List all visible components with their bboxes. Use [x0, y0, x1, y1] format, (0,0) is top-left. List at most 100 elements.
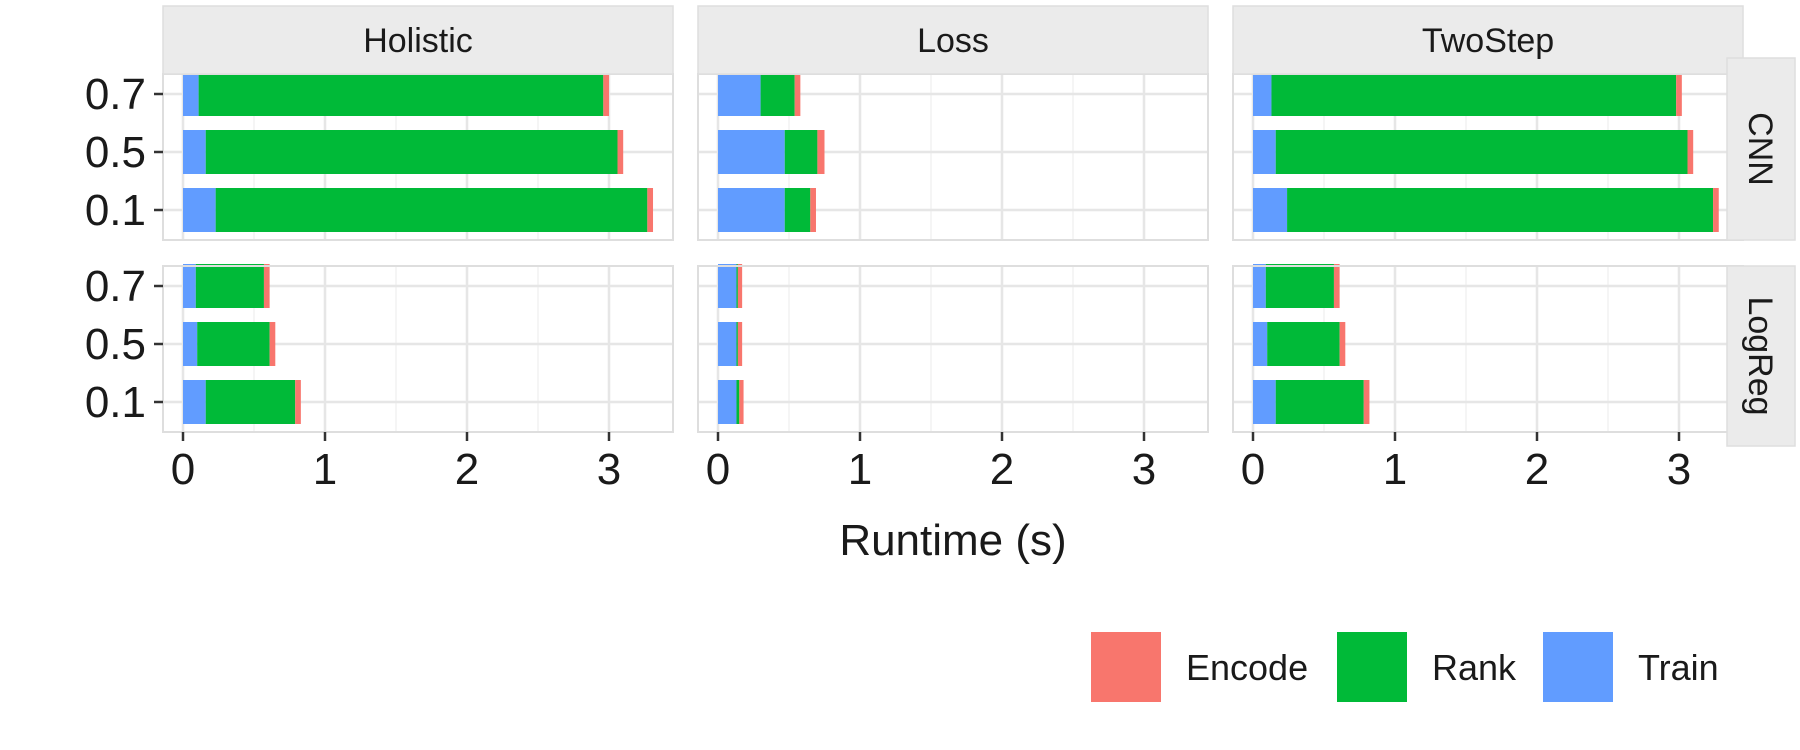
bar-segment-train: [183, 322, 198, 366]
bar-segment-train: [183, 264, 196, 308]
panel-loss-logreg: [697, 264, 1209, 433]
legend-key-rank: [1337, 632, 1407, 702]
panel-twostep-cnn: [1232, 72, 1744, 241]
bar-segment-rank: [1287, 188, 1714, 232]
panel-border: [162, 265, 674, 433]
bar-segment-encode: [1687, 130, 1694, 174]
bar-segment-encode: [817, 130, 825, 174]
panel-twostep-logreg: [1232, 264, 1744, 433]
strip-col-bg: [697, 5, 1209, 75]
bar-segment-rank: [197, 322, 270, 366]
bar-segment-rank: [215, 188, 648, 232]
bar-segment-rank: [784, 188, 811, 232]
legend-key-train: [1543, 632, 1613, 702]
x-tick-label: 2: [990, 445, 1014, 494]
strip-label-holistic: Holistic: [363, 22, 473, 60]
bar-segment-rank: [736, 322, 738, 366]
bar-segment-rank: [205, 380, 296, 424]
bar-segment-train: [183, 72, 199, 116]
x-tick-label: 2: [455, 445, 479, 494]
bar-segment-encode: [1713, 188, 1719, 232]
bar-segment-train: [718, 130, 785, 174]
x-tick-label: 0: [1241, 445, 1265, 494]
bar-segment-encode: [295, 380, 301, 424]
bar-segment-rank: [1265, 264, 1334, 308]
bar-segment-train: [1253, 322, 1268, 366]
y-tick-label: 0.7: [85, 262, 146, 311]
bar-segment-encode: [739, 380, 744, 424]
bar-segment-rank: [1275, 130, 1688, 174]
bar-segment-encode: [737, 322, 743, 366]
bar-segment-train: [1253, 72, 1272, 116]
legend-label-encode: Encode: [1186, 647, 1308, 688]
strip-label-loss: Loss: [917, 22, 989, 60]
bar-segment-train: [1253, 380, 1276, 424]
bar-segment-train: [1253, 130, 1276, 174]
bar-segment-encode: [1676, 72, 1682, 116]
bar-segment-rank: [736, 264, 738, 308]
bar-segment-train: [183, 380, 206, 424]
y-tick-label: 0.5: [85, 320, 146, 369]
panel-loss-cnn: [697, 72, 1209, 241]
strip-label-twostep: TwoStep: [1422, 22, 1554, 60]
legend-label-rank: Rank: [1432, 647, 1517, 688]
bar-segment-encode: [1339, 322, 1346, 366]
x-tick-label: 0: [171, 445, 195, 494]
bar-segment-rank: [760, 72, 795, 116]
strip-col-bg: [1232, 5, 1744, 75]
y-tick-label: 0.5: [85, 128, 146, 177]
x-tick-label: 2: [1525, 445, 1549, 494]
x-tick-label: 1: [313, 445, 337, 494]
bar-segment-encode: [1333, 264, 1340, 308]
bar-segment-train: [718, 380, 737, 424]
panels-layer: [162, 72, 1744, 433]
panel-holistic-cnn: [162, 72, 674, 241]
bar-segment-train: [718, 264, 737, 308]
bar-segment-train: [183, 130, 206, 174]
bar-segment-encode: [794, 72, 801, 116]
bar-segment-encode: [647, 188, 654, 232]
strip-row-bg: [1726, 57, 1796, 241]
bar-segment-encode: [603, 72, 609, 116]
x-tick-label: 1: [1383, 445, 1407, 494]
strip-row-bg: [1726, 265, 1796, 447]
legend-label-train: Train: [1638, 647, 1719, 688]
bar-segment-encode: [1363, 380, 1370, 424]
y-tick-label: 0.7: [85, 70, 146, 119]
y-tick-label: 0.1: [85, 186, 146, 235]
bar-segment-encode: [269, 322, 276, 366]
y-tick-label: 0.1: [85, 378, 146, 427]
legend: Encode Rank Train: [1091, 632, 1719, 702]
bar-segment-rank: [198, 72, 604, 116]
bar-segment-train: [718, 322, 737, 366]
x-tick-label: 3: [1132, 445, 1156, 494]
bar-segment-encode: [617, 130, 624, 174]
bar-segment-train: [718, 72, 761, 116]
strip-label-cnn: CNN: [1741, 112, 1779, 186]
bar-segment-rank: [1271, 72, 1677, 116]
bar-segment-train: [1253, 264, 1266, 308]
panel-holistic-logreg: [162, 264, 674, 433]
bar-segment-rank: [784, 130, 818, 174]
facet-strips: Holistic Loss TwoStep CNN LogReg: [162, 5, 1796, 447]
bar-segment-rank: [736, 380, 740, 424]
bar-segment-train: [718, 188, 785, 232]
bar-segment-train: [1253, 188, 1288, 232]
strip-label-logreg: LogReg: [1741, 296, 1779, 415]
x-axis-title: Runtime (s): [839, 516, 1066, 565]
bar-segment-rank: [1267, 322, 1340, 366]
bar-segment-rank: [1275, 380, 1364, 424]
x-tick-label: 3: [597, 445, 621, 494]
bar-segment-rank: [195, 264, 264, 308]
panel-background: [698, 266, 1208, 432]
x-tick-label: 3: [1667, 445, 1691, 494]
strip-col-bg: [162, 5, 674, 75]
bar-segment-encode: [263, 264, 270, 308]
x-tick-label: 1: [848, 445, 872, 494]
x-tick-label: 0: [706, 445, 730, 494]
legend-key-encode: [1091, 632, 1161, 702]
bar-segment-train: [183, 188, 216, 232]
bar-segment-encode: [737, 264, 743, 308]
bar-segment-encode: [810, 188, 816, 232]
axes-layer: 0.7 0.5 0.1 0.7 0.5 0.1 0 1 2 3 0 1 2 3 0 1 2 3: [85, 70, 1691, 494]
